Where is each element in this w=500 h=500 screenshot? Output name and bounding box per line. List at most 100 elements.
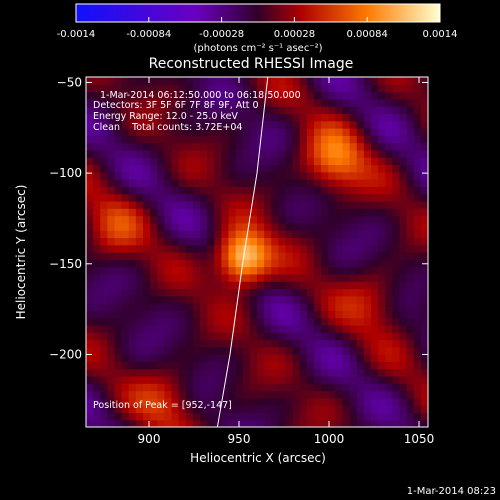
heatmap-cell — [86, 390, 94, 399]
heatmap-cell — [135, 106, 144, 115]
heatmap-cell — [264, 98, 272, 107]
heatmap-cell — [264, 244, 272, 253]
heatmap-cell — [299, 135, 308, 144]
heatmap-cell — [128, 273, 137, 282]
heatmap-cell — [235, 135, 244, 144]
heatmap-cell — [278, 390, 287, 399]
heatmap-cell — [135, 91, 144, 100]
heatmap-cell — [221, 332, 230, 341]
heatmap-cell — [385, 361, 393, 370]
heatmap-cell — [207, 368, 215, 377]
heatmap-cell — [371, 171, 379, 180]
heatmap-cell — [321, 244, 329, 253]
heatmap-cell — [257, 113, 265, 122]
heatmap-cell — [200, 354, 208, 362]
heatmap-cell — [164, 259, 173, 268]
heatmap-cell — [306, 295, 315, 304]
heatmap-cell — [292, 368, 301, 377]
heatmap-cell — [107, 310, 116, 319]
heatmap-cell — [378, 339, 386, 348]
heatmap-cell — [378, 244, 386, 253]
heatmap-cell — [292, 164, 301, 173]
heatmap-cell — [299, 157, 308, 166]
heatmap-cell — [371, 339, 379, 348]
heatmap-cell — [200, 230, 208, 239]
heatmap-cells — [86, 77, 428, 427]
heatmap-cell — [171, 77, 180, 85]
heatmap-cell — [214, 346, 222, 355]
heatmap-cell — [271, 252, 279, 260]
heatmap-cell — [214, 332, 222, 341]
heatmap-cell — [157, 149, 165, 158]
heatmap-cell — [371, 390, 379, 399]
heatmap-cell — [378, 354, 386, 362]
heatmap-cell — [86, 412, 94, 421]
heatmap-cell — [399, 259, 408, 268]
heatmap-cell — [420, 164, 428, 173]
heatmap-cell — [349, 128, 358, 136]
heatmap-cell — [257, 281, 265, 290]
heatmap-cell — [171, 412, 180, 421]
heatmap-cell — [321, 354, 329, 362]
heatmap-cell — [392, 390, 401, 399]
heatmap-cell — [392, 375, 401, 384]
heatmap-cell — [164, 397, 173, 406]
heatmap-cell — [306, 259, 315, 268]
heatmap-cell — [413, 106, 422, 115]
heatmap-cell — [143, 383, 151, 392]
heatmap-cell — [306, 222, 315, 231]
heatmap-cell — [171, 171, 180, 180]
heatmap-cell — [385, 135, 393, 144]
heatmap-cell — [171, 310, 180, 319]
heatmap-cell — [328, 215, 336, 224]
heatmap-cell — [164, 244, 173, 253]
heatmap-cell — [150, 222, 158, 231]
heatmap-cell — [228, 368, 237, 377]
heatmap-cell — [157, 361, 165, 370]
heatmap-cell — [342, 288, 351, 297]
heatmap-cell — [299, 120, 308, 129]
heatmap-cell — [93, 237, 101, 246]
heatmap-cell — [271, 339, 279, 348]
heatmap-cell — [378, 266, 386, 275]
heatmap-cell — [292, 259, 301, 268]
heatmap-cell — [335, 157, 344, 166]
heatmap-cell — [178, 332, 187, 341]
heatmap-cell — [171, 120, 180, 129]
heatmap-cell — [420, 215, 428, 224]
heatmap-cell — [164, 346, 173, 355]
heatmap-cell — [135, 368, 144, 377]
heatmap-cell — [107, 332, 116, 341]
heatmap-cell — [349, 157, 358, 166]
heatmap-cell — [185, 273, 194, 282]
heatmap-cell — [164, 324, 173, 333]
heatmap-cell — [328, 171, 336, 180]
heatmap-cell — [399, 332, 408, 341]
heatmap-cell — [86, 259, 94, 268]
heatmap-cell — [235, 113, 244, 122]
heatmap-cell — [93, 346, 101, 355]
heatmap-cell — [221, 346, 230, 355]
heatmap-cell — [178, 186, 187, 195]
heatmap-cell — [271, 186, 279, 195]
annotation-time-range: 1-Mar-2014 06:12:50.000 to 06:18:50.000 — [100, 90, 301, 101]
heatmap-cell — [221, 135, 230, 144]
heatmap-cell — [420, 208, 428, 217]
heatmap-cell — [150, 149, 158, 158]
heatmap-cell — [257, 390, 265, 399]
heatmap-cell — [413, 252, 422, 260]
heatmap-cell — [100, 354, 108, 362]
heatmap-cell — [121, 390, 130, 399]
heatmap-cell — [392, 171, 401, 180]
heatmap-cell — [399, 281, 408, 290]
heatmap-cell — [278, 266, 287, 275]
heatmap-cell — [314, 397, 322, 406]
heatmap-cell — [235, 405, 244, 414]
heatmap-cell — [321, 412, 329, 421]
heatmap-cell — [114, 128, 123, 136]
heatmap-cell — [235, 237, 244, 246]
heatmap-cell — [100, 361, 108, 370]
heatmap-cell — [342, 295, 351, 304]
heatmap-cell — [107, 208, 116, 217]
heatmap-cell — [242, 412, 251, 421]
